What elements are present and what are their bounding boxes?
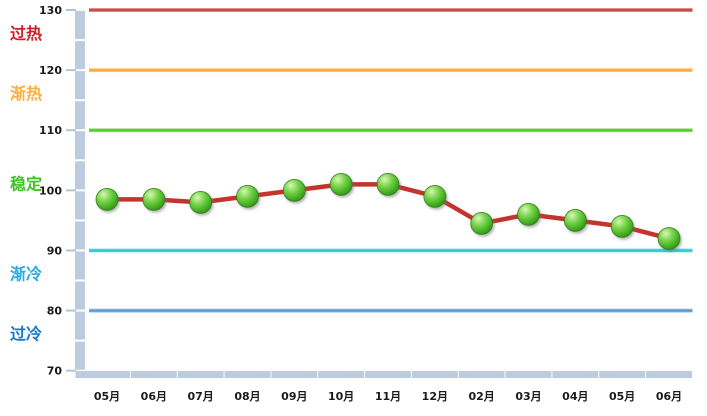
y-axis-tick	[66, 249, 76, 252]
zone-line-120	[89, 68, 693, 73]
x-tick-label: 08月	[234, 390, 260, 403]
data-point	[376, 172, 400, 196]
data-point	[423, 184, 447, 208]
data-point	[142, 187, 166, 211]
x-tick-label: 04月	[562, 390, 588, 403]
zone-line-90	[89, 248, 693, 253]
y-axis-tick	[66, 189, 76, 192]
y-axis-segment	[75, 131, 85, 160]
x-axis-segment	[458, 371, 505, 378]
zone-lines	[89, 8, 693, 313]
zone-label-getting-cold: 渐冷	[10, 265, 42, 284]
zone-label-getting-hot: 渐热	[10, 84, 42, 103]
data-point	[610, 214, 634, 238]
x-tick-label: 11月	[375, 390, 401, 403]
zone-label-overheat: 过热	[10, 24, 42, 43]
x-tick-label: 06月	[141, 390, 167, 403]
y-axis-segment	[75, 281, 85, 310]
zone-line-110	[89, 128, 693, 133]
y-tick-label: 100	[39, 184, 62, 197]
x-tick-label: 02月	[469, 390, 495, 403]
x-axis-segment	[318, 371, 365, 378]
y-axis-segment	[75, 41, 85, 70]
y-axis-segment	[75, 251, 85, 280]
y-axis-segment	[75, 311, 85, 340]
data-point	[657, 226, 681, 250]
y-tick-label: 110	[39, 124, 62, 137]
y-axis-tick	[66, 69, 76, 72]
y-axis-segment	[75, 11, 85, 40]
y-axis-tick	[66, 309, 76, 312]
x-axis-segment	[75, 371, 130, 378]
x-tick-label: 10月	[328, 390, 354, 403]
x-axis-segment	[411, 371, 458, 378]
y-axis-segment	[75, 341, 85, 370]
data-point	[95, 187, 119, 211]
zone-label-stable: 稳定	[10, 174, 42, 193]
y-axis-segment	[75, 101, 85, 130]
y-axis: 130 120 110 100 90 80 70	[39, 4, 85, 378]
data-point	[517, 202, 540, 226]
y-tick-label: 120	[39, 64, 62, 77]
data-point	[470, 211, 494, 235]
x-axis-segment	[646, 371, 692, 378]
y-tick-label: 80	[47, 305, 63, 318]
data-point	[329, 172, 353, 196]
x-tick-label: 12月	[422, 390, 448, 403]
data-points	[95, 172, 681, 250]
x-axis-segment	[599, 371, 646, 378]
data-point	[282, 178, 306, 202]
x-tick-label: 07月	[188, 390, 214, 403]
x-tick-label: 06月	[656, 390, 682, 403]
x-axis-segment	[177, 371, 224, 378]
x-tick-label: 05月	[609, 390, 635, 403]
x-axis-segment	[271, 371, 318, 378]
y-axis-segment	[75, 191, 85, 220]
y-axis-segment	[75, 161, 85, 190]
y-tick-label: 90	[47, 244, 63, 257]
y-tick-label: 70	[47, 365, 63, 378]
y-axis-segment	[75, 71, 85, 100]
x-tick-label: 09月	[281, 390, 307, 403]
zone-label-overcold: 过冷	[10, 325, 42, 344]
x-axis-segment	[505, 371, 552, 378]
zone-line-80	[89, 308, 693, 313]
y-axis-tick	[66, 369, 76, 372]
data-point	[236, 184, 259, 208]
x-tick-label: 03月	[515, 390, 541, 403]
x-axis: 05月 06月 07月 08月 09月 10月 11月 12月 02月 03月 04月 05月 06月	[75, 371, 692, 403]
y-axis-tick	[66, 129, 76, 132]
data-point	[563, 208, 587, 232]
y-axis-segment	[75, 221, 85, 250]
data-point	[189, 190, 213, 214]
x-axis-segment	[224, 371, 271, 378]
x-axis-segment	[365, 371, 411, 378]
x-axis-segment	[130, 371, 177, 378]
x-axis-segment	[552, 371, 599, 378]
y-tick-label: 130	[39, 4, 62, 17]
x-tick-label: 05月	[94, 390, 120, 403]
y-axis-tick	[66, 9, 76, 11]
zone-line-130	[89, 8, 693, 12]
